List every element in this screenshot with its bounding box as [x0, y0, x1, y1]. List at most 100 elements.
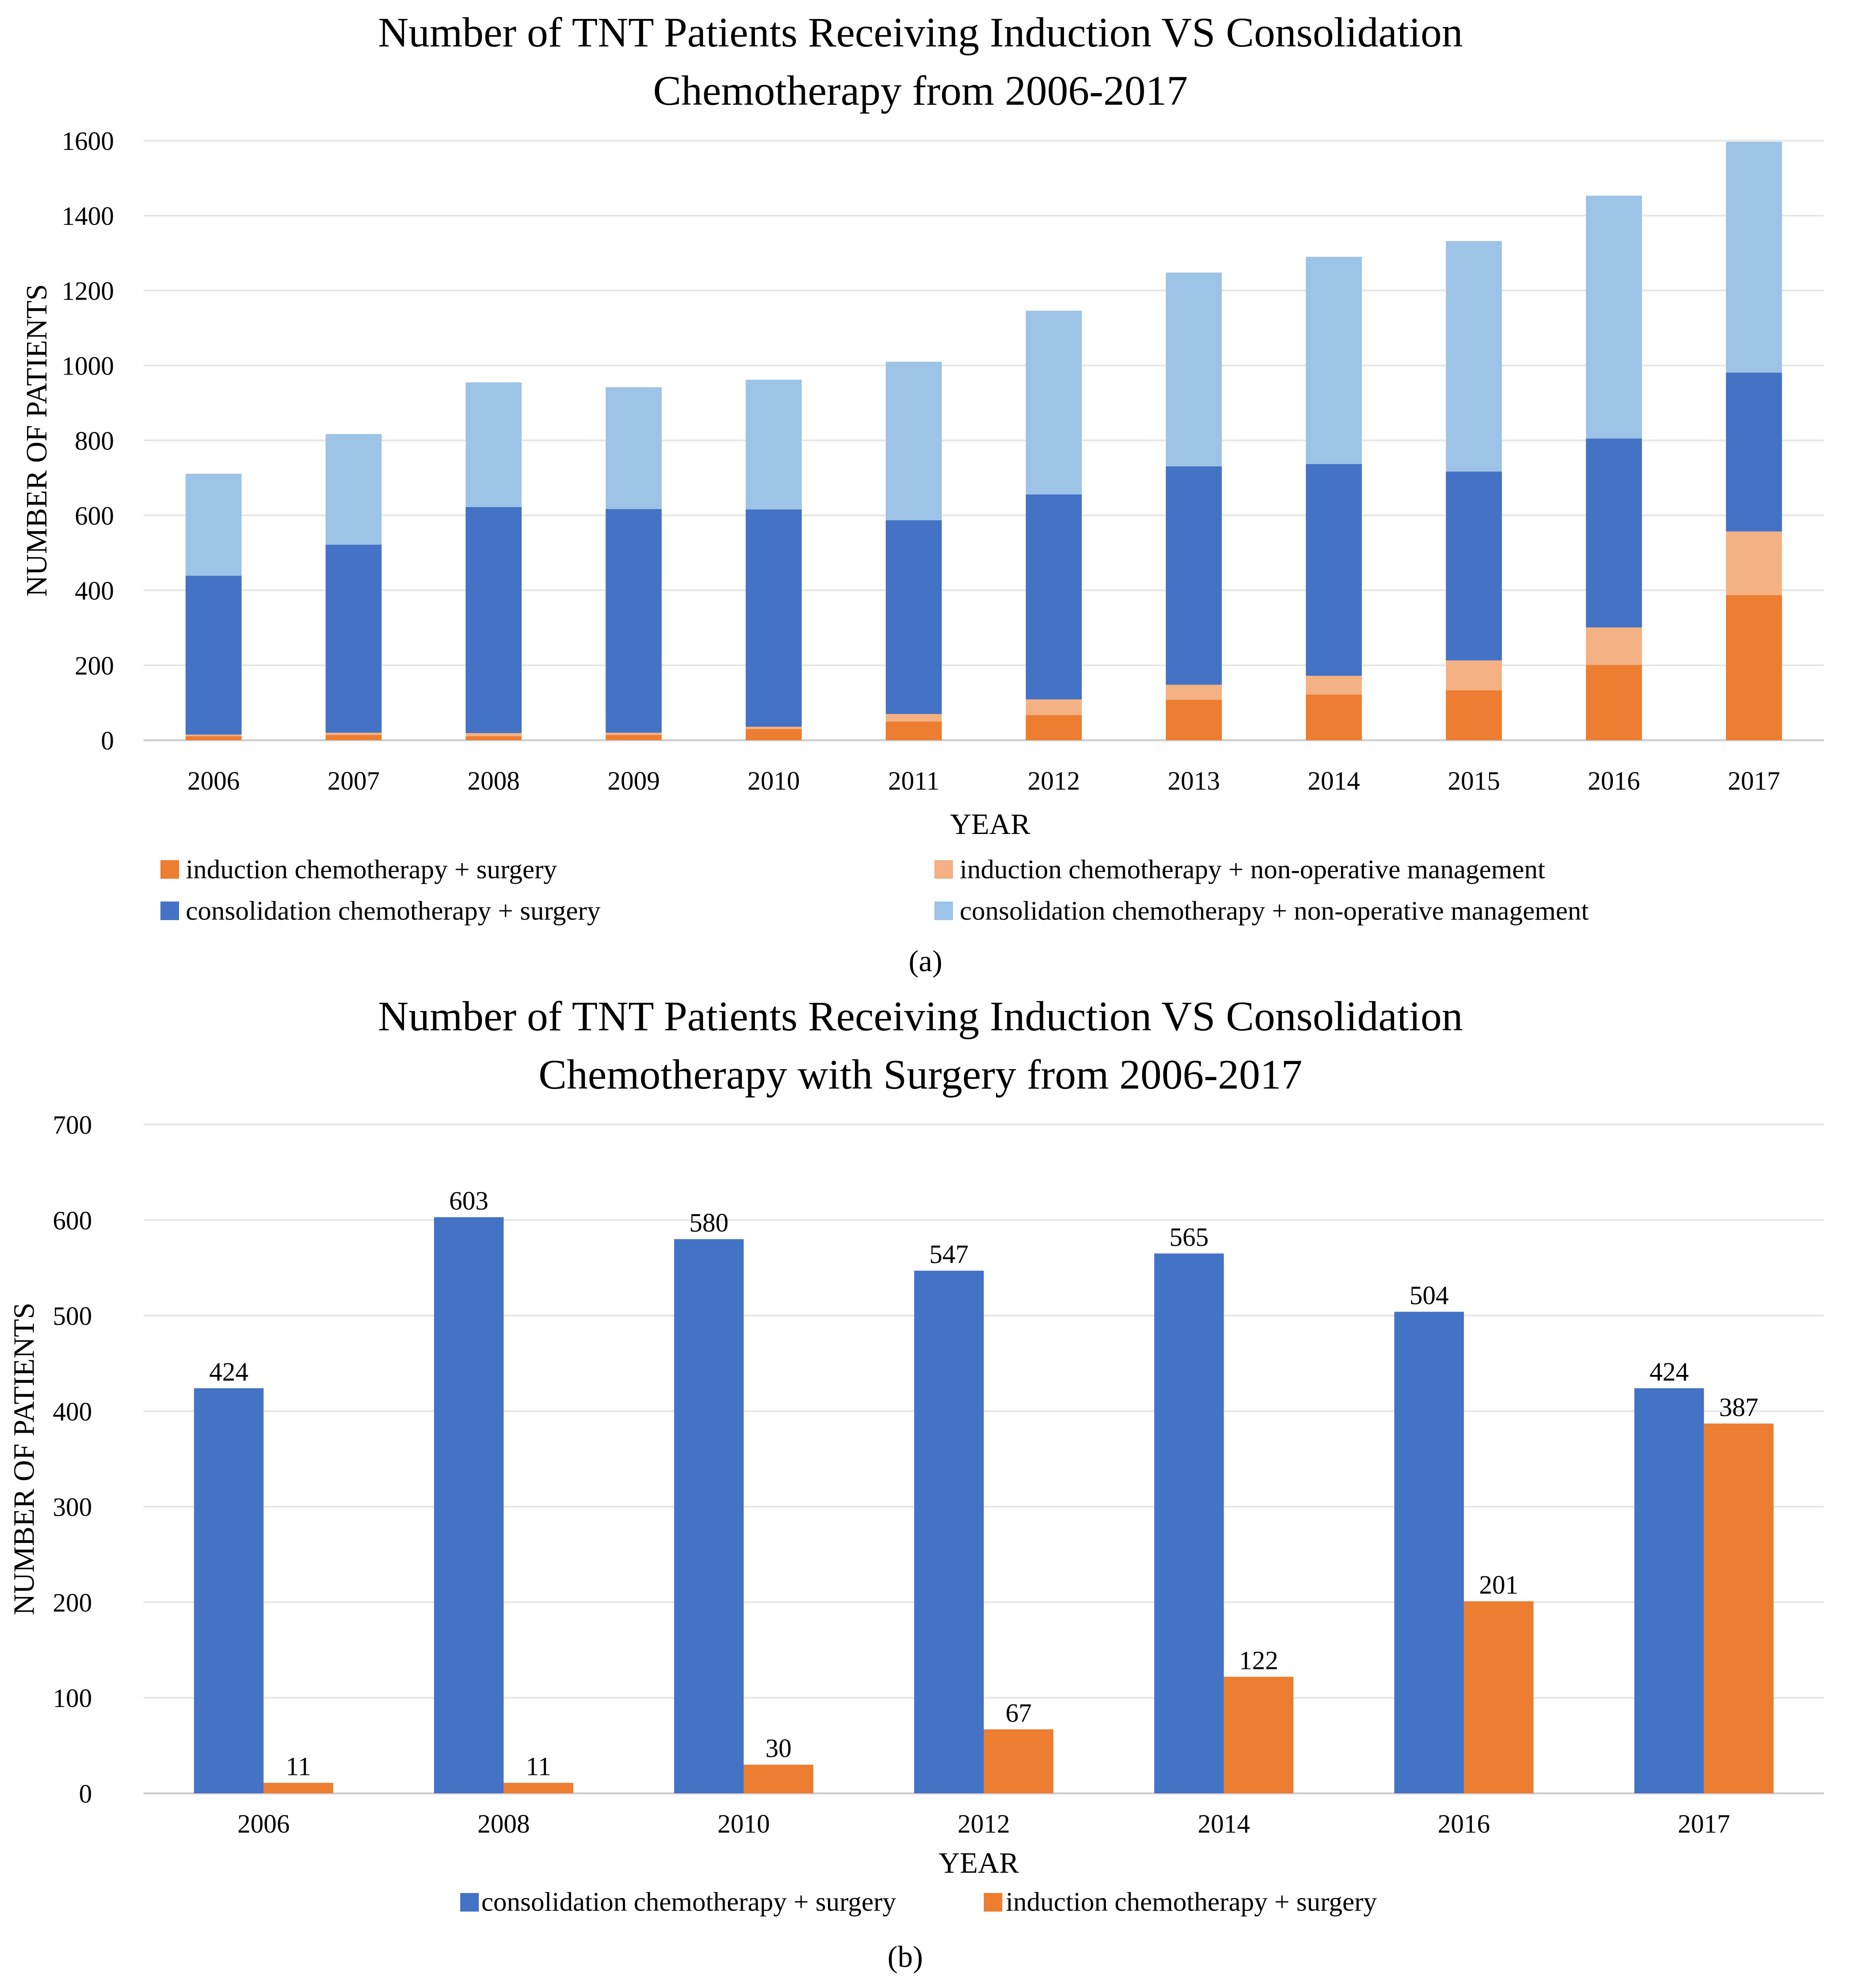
legend-label-induction-nonop: induction chemotherapy + non-operative m… [960, 854, 1545, 884]
chart-a-x-tick: 2016 [1588, 767, 1640, 796]
chart-b-y-tick: 400 [53, 1398, 92, 1426]
chart-a-bar-segment-3 [1166, 272, 1222, 467]
chart-b-data-label: 424 [1650, 1358, 1689, 1387]
chart-b-x-tick: 2014 [1198, 1810, 1250, 1839]
chart-b-y-tick: 300 [53, 1493, 92, 1522]
chart-a-bar-segment-0 [1726, 595, 1782, 740]
legend-label-induction-surgery: induction chemotherapy + surgery [186, 854, 557, 884]
chart-a-bar-segment-3 [1026, 310, 1082, 494]
chart-b-bar-0 [1394, 1312, 1464, 1793]
chart-a-bar-segment-3 [326, 434, 382, 545]
chart-a-bar-segment-2 [326, 544, 382, 733]
chart-a-y-tick: 1200 [62, 277, 114, 306]
chart-a-bar-segment-1 [326, 733, 382, 735]
chart-b-bar-1 [503, 1783, 573, 1793]
chart-a-bar-segment-0 [1305, 694, 1362, 740]
chart-b-x-tick: 2017 [1678, 1810, 1730, 1839]
chart-b-x-tick: 2016 [1438, 1810, 1490, 1839]
chart-b-data-label: 201 [1479, 1571, 1518, 1600]
chart-a-x-tick: 2017 [1728, 767, 1780, 796]
chart-a-x-tick-labels: 2006 2007 2008 2009 2010 2011 2012 2013 2014 2015… [187, 767, 1780, 796]
chart-a-x-tick: 2010 [748, 767, 800, 796]
chart-b-y-axis-label: NUMBER OF PATIENTS [8, 1303, 41, 1615]
panel-label-b: (b) [888, 1940, 923, 1974]
chart-b-data-label: 11 [286, 1752, 311, 1781]
chart-a-bar-segment-2 [465, 507, 522, 733]
legend-b-swatch-induction-surgery [984, 1893, 1002, 1912]
chart-b-data-label: 67 [1005, 1699, 1031, 1727]
chart-a-bar-segment-3 [1586, 196, 1642, 439]
chart-a-bar-segment-2 [1305, 464, 1362, 676]
chart-a-bar-segment-1 [885, 714, 942, 722]
chart-b-y-tick: 100 [53, 1684, 92, 1713]
chart-b-bar-1 [1704, 1423, 1774, 1793]
chart-b-bar-1 [1224, 1676, 1294, 1793]
chart-b-data-label: 387 [1719, 1393, 1759, 1422]
chart-b-data-label: 504 [1409, 1282, 1449, 1310]
chart-a-y-tick-labels: 0 200 400 600 800 1000 1200 1400 1600 [62, 127, 114, 755]
chart-b-x-tick: 2012 [958, 1810, 1010, 1839]
chart-a-bar-segment-1 [1446, 660, 1502, 690]
chart-a-y-tick: 600 [75, 502, 114, 531]
chart-a-bar-segment-2 [1586, 438, 1642, 627]
chart-a-x-tick: 2007 [328, 767, 380, 796]
chart-a-bar-segment-0 [185, 736, 242, 740]
chart-b-data-label: 424 [209, 1358, 248, 1387]
chart-b-bar-0 [914, 1271, 984, 1793]
chart-a-bar-segment-0 [1586, 665, 1642, 740]
chart-b-x-tick: 2010 [717, 1810, 770, 1839]
chart-b-bar-0 [1154, 1253, 1224, 1793]
chart-a-y-tick: 0 [101, 727, 114, 755]
chart-b-y-tick-labels: 0 100 200 300 400 500 600 700 [53, 1111, 92, 1809]
chart-a-bar-segment-0 [885, 721, 942, 740]
chart-b-bar-1 [263, 1783, 334, 1793]
legend-b-label-consolidation-surgery: consolidation chemotherapy + surgery [481, 1887, 896, 1917]
chart-a-bar-segment-2 [605, 509, 662, 733]
chart-b-y-tick: 700 [53, 1111, 92, 1140]
chart-a-y-tick: 1600 [62, 127, 114, 156]
chart-a-bars [185, 141, 1782, 740]
chart-a-bar-segment-1 [1726, 531, 1782, 595]
chart-b-bar-0 [1634, 1388, 1704, 1793]
chart-b-data-labels: 424 11 603 11 580 30 547 67 565 122 504 201 424 387 [209, 1187, 1758, 1781]
chart-a-bar-segment-2 [885, 520, 942, 714]
chart-a-x-tick: 2009 [608, 767, 660, 796]
chart-a-bar-segment-1 [1586, 627, 1642, 665]
chart-a-bar-segment-0 [465, 736, 522, 740]
chart-b-x-tick: 2006 [237, 1810, 290, 1839]
chart-a-y-tick: 800 [75, 427, 114, 456]
chart-a-bar-segment-1 [465, 733, 522, 736]
chart-b: Number of TNT Patients Receiving Inducti… [8, 993, 1824, 1974]
chart-b-data-label: 603 [449, 1187, 489, 1215]
chart-b-x-axis-label: YEAR [939, 1847, 1019, 1879]
chart-a-bar-segment-3 [185, 473, 242, 576]
chart-a-bar-segment-0 [605, 735, 662, 740]
chart-a-bar-segment-3 [1726, 141, 1782, 373]
chart-b-title-line-1: Number of TNT Patients Receiving Inducti… [378, 993, 1463, 1040]
chart-a-title-line-2: Chemotherapy from 2006-2017 [653, 67, 1188, 114]
chart-b-bar-0 [434, 1217, 504, 1793]
legend-swatch-consolidation-nonop [934, 902, 953, 920]
panel-label-a: (a) [909, 944, 942, 978]
chart-b-bars [194, 1217, 1774, 1793]
chart-b-bar-1 [1464, 1601, 1534, 1793]
chart-b-bar-1 [744, 1765, 814, 1793]
chart-a-bar-segment-2 [1446, 471, 1502, 660]
chart-b-x-tick: 2008 [478, 1810, 530, 1839]
legend-swatch-induction-surgery [160, 860, 179, 879]
chart-a-gridlines [144, 140, 1824, 741]
chart-b-title-line-2: Chemotherapy with Surgery from 2006-2017 [539, 1051, 1303, 1098]
legend-label-consolidation-surgery: consolidation chemotherapy + surgery [186, 896, 600, 926]
chart-a-bar-segment-1 [1026, 699, 1082, 715]
chart-b-y-tick: 200 [53, 1589, 92, 1617]
chart-a-y-tick: 200 [75, 652, 114, 681]
legend-label-consolidation-nonop: consolidation chemotherapy + non-operati… [960, 896, 1589, 926]
legend-b-swatch-consolidation-surgery [460, 1893, 479, 1912]
chart-a-bar-segment-0 [1166, 700, 1222, 740]
legend-swatch-induction-nonop [934, 860, 953, 879]
chart-b-bar-1 [984, 1729, 1053, 1793]
chart-a-bar-segment-2 [1026, 494, 1082, 700]
chart-a-bar-segment-1 [1166, 684, 1222, 700]
chart-a-x-tick: 2013 [1168, 767, 1220, 796]
chart-b-x-tick-labels: 2006 2008 2010 2012 2014 2016 2017 [237, 1810, 1730, 1839]
